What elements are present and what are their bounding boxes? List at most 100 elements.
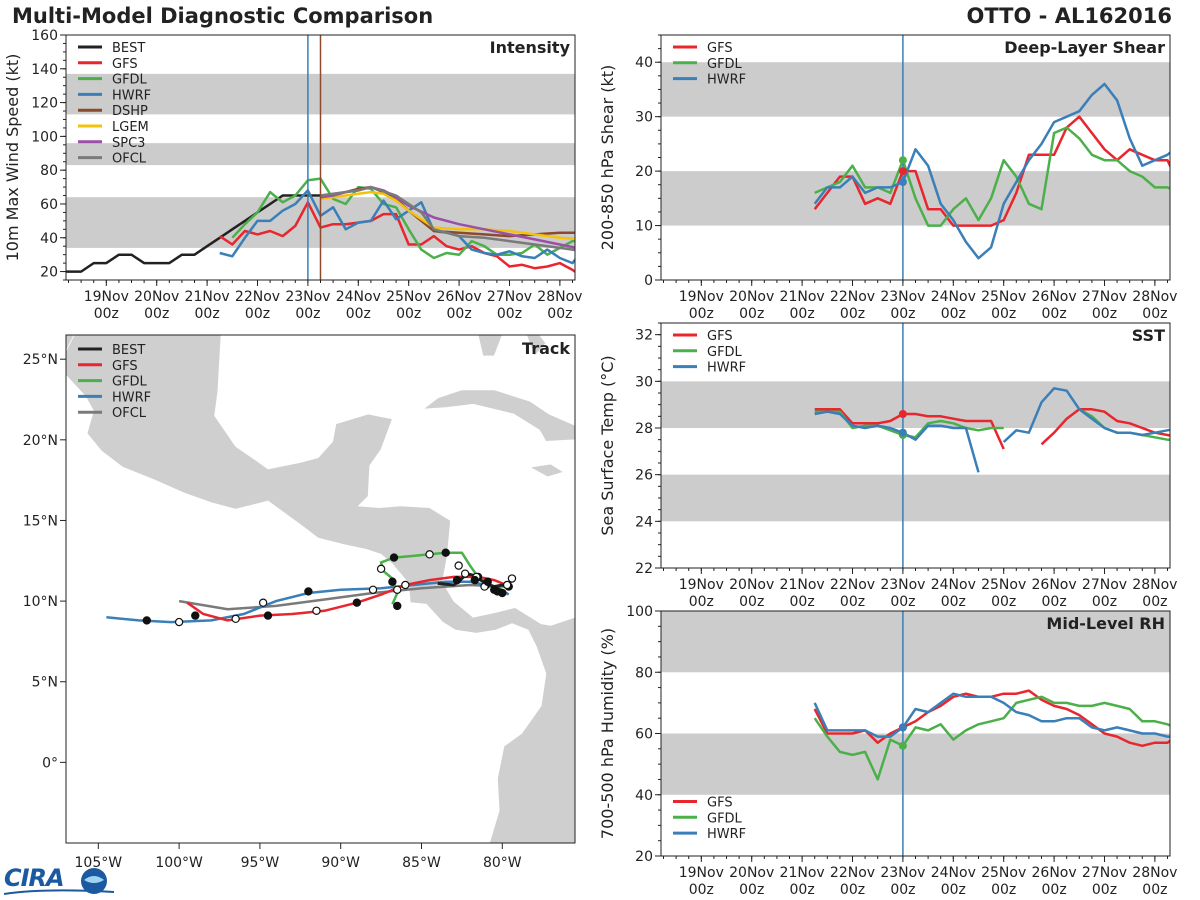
map-layer xyxy=(66,335,575,843)
land-bahamas xyxy=(526,335,547,357)
x-tick-day: 26Nov xyxy=(437,289,482,305)
track-marker-hwrf xyxy=(368,585,378,595)
legend-label-gfdl: GFDL xyxy=(707,57,743,72)
x-tick-hour: 00z xyxy=(890,882,915,898)
analysis-point-gfs xyxy=(898,167,907,176)
analysis-point-gfdl xyxy=(898,741,907,750)
x-tick-day: 22Nov xyxy=(830,865,875,881)
track-line-hwrf xyxy=(106,580,510,624)
y-tick-label: 10 xyxy=(635,219,653,235)
y-tick-label: 120 xyxy=(31,96,58,112)
x-tick-day: 21Nov xyxy=(780,289,825,305)
land-florida xyxy=(477,335,503,357)
legend-label-gfs: GFS xyxy=(707,796,733,811)
legend-label-best: BEST xyxy=(112,343,145,358)
x-tick-day: 27Nov xyxy=(1082,289,1127,305)
legend-label-gfs: GFS xyxy=(707,329,733,344)
track-marker-gfs xyxy=(191,611,200,620)
track-marker-gfdl xyxy=(425,550,434,559)
y-tick-label: 20 xyxy=(635,849,653,865)
y-tick-label: 100 xyxy=(31,129,58,145)
x-tick-day: 24Nov xyxy=(931,865,976,881)
series-line-hwrf xyxy=(219,189,575,265)
track-marker-gfs xyxy=(231,614,240,624)
analysis-point-hwrf xyxy=(898,723,907,732)
legend-label-gfdl: GFDL xyxy=(112,375,148,390)
cira-logo: CIRA xyxy=(4,864,114,898)
analysis-point-hwrf xyxy=(898,178,907,186)
series-group xyxy=(813,82,1170,260)
track-marker-best xyxy=(470,575,480,585)
x-tick-hour: 00z xyxy=(1142,306,1167,322)
band-1 xyxy=(661,62,1170,117)
panel-title: Intensity xyxy=(490,38,571,57)
y-axis-label: Sea Surface Temp (°C) xyxy=(598,355,617,535)
analysis-point-gfs xyxy=(898,410,907,418)
x-tick-hour: 00z xyxy=(739,882,764,898)
x-tick-hour: 00z xyxy=(890,594,915,610)
band-1 xyxy=(661,611,1170,673)
legend-label-dshp: DSHP xyxy=(112,104,148,119)
series-line-gfdl xyxy=(231,177,575,260)
x-tick-day: 20Nov xyxy=(729,865,774,881)
x-tick-hour: 00z xyxy=(144,306,169,322)
legend-label-lgem: LGEM xyxy=(112,120,149,135)
x-tick-day: 25Nov xyxy=(981,577,1026,593)
series-line-gfs xyxy=(813,689,1170,748)
x-tick-day: 22Nov xyxy=(830,577,875,593)
legend-label-hwrf: HWRF xyxy=(112,88,151,103)
x-tick-hour: 00z xyxy=(941,594,966,610)
x-tick-day: 19Nov xyxy=(679,577,724,593)
x-tick-hour: 00z xyxy=(790,882,815,898)
y-tick-label: 140 xyxy=(31,62,58,78)
x-tick-hour: 00z xyxy=(94,306,119,322)
x-tick-hour: 00z xyxy=(790,594,815,610)
x-tick-day: 25Nov xyxy=(981,289,1026,305)
x-tick-hour: 00z xyxy=(840,882,865,898)
legend-label-gfdl: GFDL xyxy=(707,345,743,360)
series-line-gfs xyxy=(814,408,1005,450)
x-tick-day: 26Nov xyxy=(1032,289,1077,305)
x-tick-hour: 00z xyxy=(790,306,815,322)
x-tick-day: 26Nov xyxy=(1032,577,1077,593)
legend-label-gfs: GFS xyxy=(112,57,138,72)
y-tick-label: 20°N xyxy=(23,433,58,449)
x-tick-day: 21Nov xyxy=(185,289,230,305)
band-0 xyxy=(661,733,1170,795)
x-tick-hour: 00z xyxy=(840,306,865,322)
land-baja xyxy=(66,335,75,352)
track-marker-best xyxy=(460,569,470,578)
track-marker-gfs xyxy=(401,580,410,590)
y-tick-label: 10°N xyxy=(23,594,58,610)
panel-rh: 2040608010019Nov00z20Nov00z21Nov00z22Nov… xyxy=(598,604,1177,898)
y-tick-label: 0° xyxy=(42,755,58,771)
x-tick-day: 19Nov xyxy=(679,865,724,881)
series-line-lgem xyxy=(320,190,575,241)
x-tick-day: 19Nov xyxy=(84,289,129,305)
x-tick-day: 28Nov xyxy=(1132,289,1177,305)
legend-label-hwrf: HWRF xyxy=(707,73,746,88)
y-axis-label: 10m Max Wind Speed (kt) xyxy=(3,54,22,262)
y-tick-label: 60 xyxy=(635,727,653,743)
y-tick-label: 100 xyxy=(626,604,653,620)
legend-label-ofcl: OFCL xyxy=(112,406,147,421)
x-tick-hour: 00z xyxy=(941,882,966,898)
series-group xyxy=(66,177,575,274)
y-tick-label: 22 xyxy=(635,561,653,577)
x-tick-label: 95°W xyxy=(241,855,280,871)
track-marker-hwrf xyxy=(174,617,184,627)
analysis-point-gfdl xyxy=(898,156,907,165)
x-tick-day: 24Nov xyxy=(931,577,976,593)
panel-title: Track xyxy=(522,339,570,358)
x-tick-day: 20Nov xyxy=(729,577,774,593)
x-tick-hour: 00z xyxy=(1042,594,1067,610)
track-marker-gfs xyxy=(142,616,151,625)
x-tick-day: 23Nov xyxy=(880,865,925,881)
x-tick-day: 19Nov xyxy=(679,289,724,305)
legend-label-hwrf: HWRF xyxy=(112,390,151,405)
y-tick-label: 80 xyxy=(40,163,58,179)
track-line-ofcl xyxy=(178,583,506,611)
land-cuba xyxy=(421,389,575,442)
band-1 xyxy=(661,381,1170,428)
